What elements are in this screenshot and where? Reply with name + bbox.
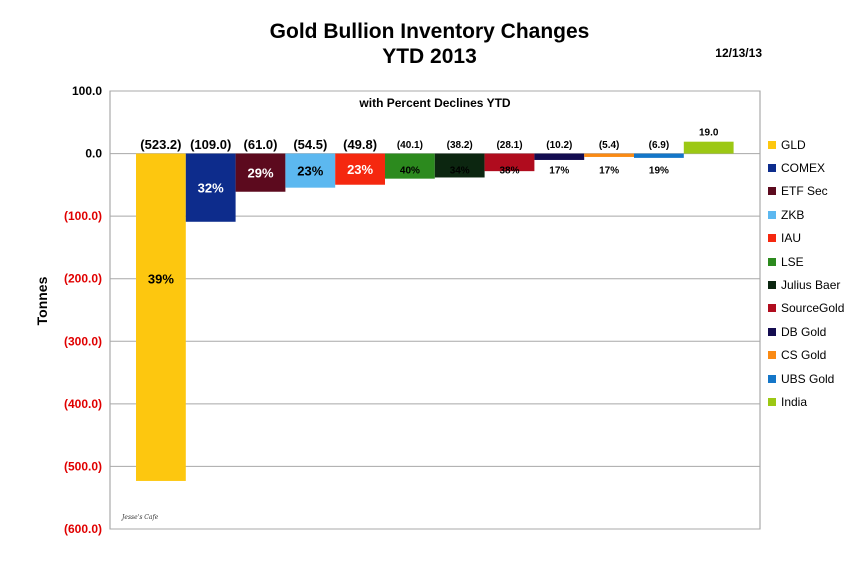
bar-iau	[335, 153, 385, 185]
bar-gld	[136, 153, 186, 481]
percent-label: 23%	[347, 162, 373, 177]
percent-label: 29%	[247, 166, 273, 181]
y-tick-label: (500.0)	[64, 459, 102, 473]
legend-swatch	[768, 140, 776, 149]
bar-sourcegold	[484, 153, 535, 172]
legend-label: COMEX	[781, 161, 826, 176]
legend-item: COMEX	[768, 156, 844, 179]
bar-cs-gold	[584, 153, 634, 157]
legend-item: DB Gold	[768, 320, 844, 343]
percent-label: 34%	[450, 166, 470, 177]
data-label: (523.2)	[140, 137, 181, 152]
legend-item: India	[768, 390, 844, 413]
legend-label: CS Gold	[781, 348, 827, 363]
data-label: (10.2)	[546, 140, 572, 151]
legend-swatch	[768, 327, 776, 336]
data-label: (54.5)	[293, 137, 327, 152]
legend-swatch	[768, 234, 776, 243]
data-label: (61.0)	[244, 137, 278, 152]
watermark: Jesse's Cafe	[122, 514, 159, 521]
y-tick-label: (300.0)	[64, 334, 102, 348]
legend-swatch	[768, 397, 776, 406]
y-tick-label: (200.0)	[64, 272, 102, 286]
bar-julius-baer	[434, 153, 485, 178]
y-tick-label: (100.0)	[64, 209, 102, 223]
percent-label: 23%	[297, 164, 323, 179]
legend-item: LSE	[768, 250, 844, 273]
data-label: (109.0)	[190, 137, 231, 152]
legend-swatch	[768, 374, 776, 383]
legend-label: UBS Gold	[781, 371, 835, 386]
legend-label: LSE	[781, 254, 804, 269]
legend-label: ETF Sec	[781, 184, 828, 199]
bar-db-gold	[534, 153, 585, 160]
percent-label: 19%	[649, 166, 669, 177]
legend-swatch	[768, 351, 776, 360]
bar-india	[683, 141, 734, 154]
legend-swatch	[768, 164, 776, 173]
data-label: (6.9)	[649, 140, 670, 151]
legend-item: CS Gold	[768, 344, 844, 367]
legend-label: SourceGold	[781, 301, 845, 316]
legend-label: India	[781, 394, 808, 409]
percent-label: 17%	[549, 166, 569, 177]
data-label: (40.1)	[397, 140, 423, 151]
y-tick-label: (600.0)	[64, 522, 102, 536]
legend-swatch	[768, 304, 776, 313]
data-label: (5.4)	[599, 140, 620, 151]
legend-item: UBS Gold	[768, 367, 844, 390]
y-tick-label: (400.0)	[64, 397, 102, 411]
legend-item: Julius Baer	[768, 273, 844, 296]
chart-title-line2: YTD 2013	[382, 45, 477, 68]
percent-label: 39%	[148, 272, 174, 287]
legend-swatch	[768, 257, 776, 266]
legend-label: Julius Baer	[781, 278, 841, 293]
percent-label: 38%	[499, 166, 519, 177]
legend-swatch	[768, 210, 776, 219]
y-tick-label: 100.0	[72, 84, 102, 98]
percent-label: 32%	[198, 181, 224, 196]
legend-item: GLD	[768, 133, 844, 156]
chart-subtitle: with Percent Declines YTD	[359, 96, 511, 110]
data-label: (49.8)	[343, 137, 377, 152]
data-label: (38.2)	[447, 140, 473, 151]
bar-etf-sec	[235, 153, 286, 192]
legend-item: SourceGold	[768, 297, 844, 320]
legend-label: IAU	[781, 231, 802, 246]
legend-swatch	[768, 281, 776, 290]
legend-label: GLD	[781, 137, 806, 152]
chart-date: 12/13/13	[715, 46, 762, 60]
chart-legend: GLD COMEX ETF Sec ZKB IAU LSE Julius Baer Sourc…	[768, 133, 844, 414]
legend-label: ZKB	[781, 207, 805, 222]
data-label: (28.1)	[496, 140, 522, 151]
legend-item: IAU	[768, 227, 844, 250]
y-tick-label: 0.0	[85, 147, 102, 161]
chart-title: Gold Bullion Inventory Changes	[269, 20, 590, 43]
bar-zkb	[285, 153, 336, 188]
legend-item: ETF Sec	[768, 180, 844, 203]
data-label: 19.0	[699, 128, 719, 139]
legend-swatch	[768, 187, 776, 196]
legend-label: DB Gold	[781, 324, 827, 339]
bar-comex	[185, 153, 236, 222]
percent-label: 40%	[400, 166, 420, 177]
bar-ubs-gold	[634, 153, 684, 158]
percent-label: 17%	[599, 166, 619, 177]
bar-lse	[385, 153, 435, 179]
legend-item: ZKB	[768, 203, 844, 226]
